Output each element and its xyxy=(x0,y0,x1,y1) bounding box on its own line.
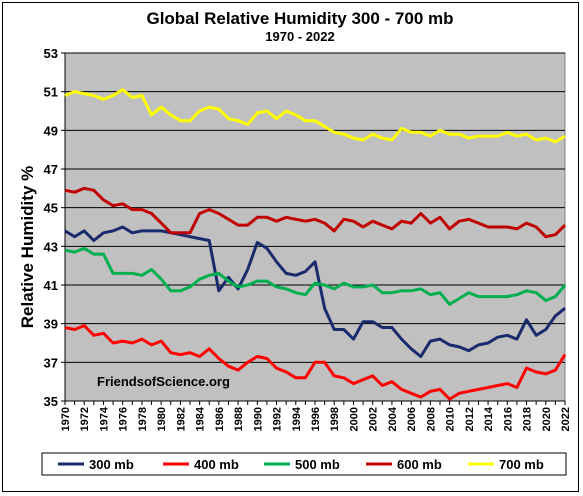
legend-label: 600 mb xyxy=(397,457,442,472)
x-tick-label: 1996 xyxy=(310,407,322,431)
y-axis-ticks: 35 37 39 41 43 45 47 49 51 53 xyxy=(44,46,65,409)
y-axis-label: Relative Humidity % xyxy=(18,166,37,329)
series-line-300-mb xyxy=(64,225,566,358)
x-tick-label: 2008 xyxy=(425,407,437,431)
y-tick-label: 53 xyxy=(44,46,58,61)
x-tick-label: 2016 xyxy=(502,407,514,431)
x-tick-label: 1982 xyxy=(175,407,187,431)
x-tick-label: 2012 xyxy=(464,407,476,431)
x-tick-label: 1998 xyxy=(329,407,341,431)
y-tick-label: 49 xyxy=(44,123,58,138)
x-tick-label: 2022 xyxy=(560,407,572,431)
x-tick-label: 2010 xyxy=(445,407,457,431)
x-tick-label: 2002 xyxy=(368,407,380,431)
y-tick-label: 39 xyxy=(44,317,58,332)
legend-box xyxy=(41,452,567,476)
series-group xyxy=(64,88,567,401)
chart-title: Global Relative Humidity 300 - 700 mb xyxy=(146,9,453,28)
x-tick-label: 1976 xyxy=(118,407,130,431)
y-tick-label: 37 xyxy=(44,355,58,370)
x-tick-label: 2004 xyxy=(387,406,399,431)
series-line-400-mb xyxy=(64,324,567,401)
x-tick-label: 1972 xyxy=(79,407,91,431)
x-tick-label: 1994 xyxy=(291,406,303,431)
y-tick-label: 43 xyxy=(44,239,58,254)
y-tick-label: 35 xyxy=(44,394,58,409)
x-tick-label: 1988 xyxy=(233,407,245,431)
watermark-text: FriendsofScience.org xyxy=(97,374,230,389)
x-tick-label: 1980 xyxy=(156,407,168,431)
y-tick-label: 41 xyxy=(44,278,58,293)
y-tick-label: 47 xyxy=(44,162,58,177)
legend: 300 mb 400 mb 500 mb 600 mb 700 mb xyxy=(58,457,544,472)
y-tick-label: 51 xyxy=(44,85,58,100)
x-tick-label: 1990 xyxy=(252,407,264,431)
x-axis-ticks: 1970 1972 1974 1976 1978 1980 1982 1984 1986 1988… xyxy=(60,53,572,431)
legend-label: 500 mb xyxy=(295,457,340,472)
x-tick-label: 2018 xyxy=(522,407,534,431)
legend-label: 700 mb xyxy=(499,457,544,472)
legend-label: 300 mb xyxy=(89,457,134,472)
chart-subtitle: 1970 - 2022 xyxy=(265,29,334,44)
x-tick-label: 1986 xyxy=(214,407,226,431)
series-line-700-mb xyxy=(64,88,566,144)
x-tick-label: 1978 xyxy=(137,407,149,431)
x-tick-label: 1970 xyxy=(60,407,72,431)
y-tick-label: 45 xyxy=(44,201,58,216)
series-line-600-mb xyxy=(64,186,567,239)
legend-label: 400 mb xyxy=(194,457,239,472)
x-tick-label: 2006 xyxy=(406,407,418,431)
x-tick-label: 1984 xyxy=(195,406,207,431)
series-line-500-mb xyxy=(64,246,567,306)
x-tick-label: 1974 xyxy=(98,406,110,431)
x-tick-label: 2014 xyxy=(483,406,495,431)
x-tick-label: 1992 xyxy=(272,407,284,431)
x-tick-label: 2020 xyxy=(541,407,553,431)
x-tick-label: 2000 xyxy=(348,407,360,431)
